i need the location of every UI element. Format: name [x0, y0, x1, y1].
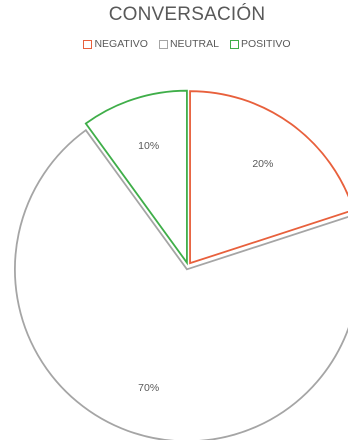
legend-swatch-negativo — [83, 39, 93, 49]
chart-title: CONVERSACIÓN — [108, 4, 266, 25]
legend: NEGATIVO NEUTRAL POSITIVO — [0, 38, 348, 50]
legend-entry-neutral: NEUTRAL — [158, 38, 219, 50]
pie-slice-neutral — [14, 128, 348, 440]
pie-slice-negativo — [189, 90, 348, 265]
legend-swatch-positivo — [229, 39, 239, 49]
data-label-negativo: 20% — [252, 158, 273, 170]
legend-swatch-neutral — [158, 39, 168, 49]
pie-slice-positivo — [84, 89, 188, 266]
legend-label-positivo: POSITIVO — [240, 38, 291, 50]
data-label-positivo: 10% — [138, 140, 159, 152]
legend-entry-negativo: NEGATIVO — [83, 38, 148, 50]
legend-entry-positivo: POSITIVO — [229, 38, 291, 50]
data-label-neutral: 70% — [138, 382, 159, 394]
legend-label-negativo: NEGATIVO — [94, 38, 148, 50]
legend-label-neutral: NEUTRAL — [169, 38, 219, 50]
